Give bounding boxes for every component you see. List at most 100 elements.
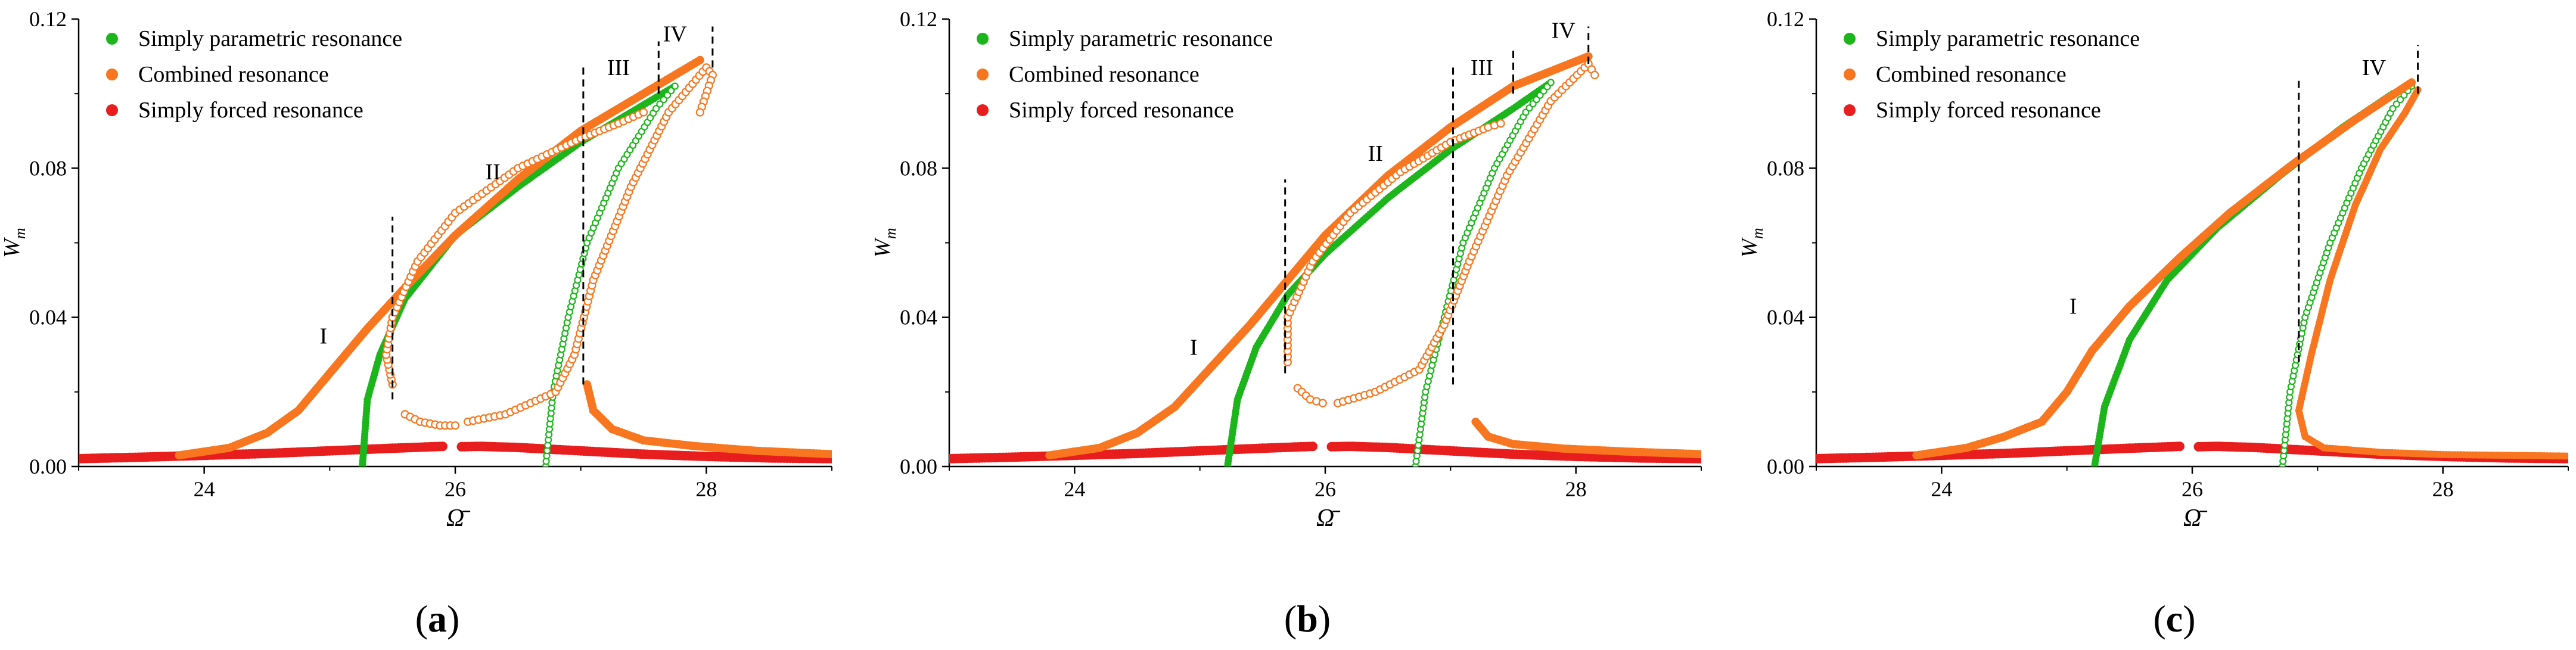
legend-marker	[106, 104, 118, 116]
legend-label: Simply forced resonance	[1009, 98, 1234, 123]
y-axis-label: Wm	[1737, 228, 1766, 257]
y-tick-label: 0.00	[1767, 455, 1804, 478]
plot-area	[949, 52, 1701, 466]
data-point	[656, 100, 664, 108]
legend-marker	[977, 69, 989, 80]
y-tick-label: 0.08	[900, 156, 937, 180]
region-label: II	[1368, 141, 1382, 166]
series-combined	[381, 108, 648, 389]
legend-label: Simply parametric resonance	[138, 26, 402, 51]
panel-b: 24 26 280.000.040.080.12WmΩ̄IIIIIIIVSimply…	[870, 7, 1702, 640]
series-combined	[2295, 86, 2568, 460]
data-point	[695, 55, 704, 64]
y-tick-label: 0.12	[1767, 7, 1804, 31]
series-combined	[1333, 59, 1599, 408]
series-combined	[1912, 78, 2416, 460]
y-axis-label: Wm	[0, 228, 29, 257]
legend: Simply parametric resonance Combined reso…	[977, 26, 1273, 123]
region-label: III	[607, 55, 630, 80]
series-combined	[1293, 384, 1327, 408]
series-parametric	[2279, 82, 2416, 466]
data-point	[1318, 399, 1327, 408]
series-combined	[1283, 119, 1505, 366]
region-label: II	[486, 160, 501, 185]
plot-area	[1816, 78, 2568, 466]
legend-marker	[977, 104, 989, 116]
region-label: IV	[1552, 18, 1576, 43]
region-label: I	[2069, 294, 2077, 319]
panel-label: (a)	[415, 598, 460, 640]
panel-label: (c)	[2153, 598, 2195, 640]
region-label: III	[1471, 55, 1493, 80]
y-axis-label: Wm	[870, 228, 899, 257]
y-tick-label: 0.04	[900, 306, 937, 329]
y-tick-label: 0.04	[29, 306, 67, 329]
legend-marker	[1844, 33, 1856, 45]
series-combined	[583, 380, 832, 459]
legend-label: Simply forced resonance	[1876, 98, 2101, 123]
series-parametric	[1223, 79, 1555, 466]
data-point	[450, 421, 460, 430]
data-point	[1496, 119, 1505, 128]
series-combined	[400, 410, 460, 430]
x-tick-label: 28	[1565, 477, 1587, 501]
y-tick-label: 0.00	[900, 455, 937, 478]
series-parametric	[1412, 79, 1555, 466]
region-label: I	[319, 324, 327, 349]
panel-label: (b)	[1284, 598, 1331, 640]
x-tick-label: 24	[194, 477, 215, 501]
panel-a: 24 26 280.000.040.080.12WmΩ̄IIIIIIIVSimply…	[0, 7, 832, 640]
series-combined	[1045, 52, 1593, 460]
region-label: IV	[2362, 55, 2387, 80]
data-point	[1584, 52, 1593, 61]
legend-label: Simply parametric resonance	[1876, 26, 2140, 51]
legend-label: Simply parametric resonance	[1009, 26, 1273, 51]
y-tick-label: 0.08	[1767, 156, 1804, 180]
data-point	[2565, 452, 2568, 460]
data-point	[671, 82, 679, 90]
x-axis-label: Ω̄	[1316, 505, 1341, 532]
legend-label: Simply forced resonance	[138, 98, 363, 123]
y-tick-label: 0.12	[900, 7, 937, 31]
x-tick-label: 24	[1931, 477, 1952, 501]
region-label: I	[1190, 335, 1198, 360]
region-label: IV	[663, 22, 688, 47]
data-point	[1590, 70, 1599, 80]
data-point	[828, 450, 832, 459]
legend-label: Combined resonance	[138, 62, 329, 87]
x-tick-label: 26	[2182, 477, 2203, 501]
x-axis-label: Ω̄	[2183, 505, 2208, 532]
data-point	[1547, 79, 1555, 86]
legend-marker	[106, 33, 118, 45]
x-tick-label: 26	[1315, 477, 1336, 501]
data-point	[2389, 105, 2397, 113]
data-point	[2392, 100, 2400, 108]
x-tick-label: 24	[1064, 477, 1085, 501]
series-combined	[1471, 417, 1701, 459]
x-tick-label: 28	[695, 477, 717, 501]
data-point	[2407, 78, 2416, 87]
data-point	[652, 105, 660, 113]
legend-label: Combined resonance	[1876, 62, 2067, 87]
plot-area	[79, 55, 832, 466]
legend-marker	[1844, 104, 1856, 116]
legend: Simply parametric resonance Combined reso…	[106, 26, 402, 123]
data-point	[660, 96, 667, 104]
data-point	[663, 91, 672, 99]
data-point	[695, 108, 704, 117]
x-tick-label: 26	[445, 477, 466, 501]
series-parametric	[542, 82, 679, 466]
x-axis-label: Ω̄	[446, 505, 471, 532]
y-tick-label: 0.00	[29, 455, 67, 478]
data-point	[2397, 96, 2404, 104]
series-combined	[463, 63, 717, 427]
data-point	[639, 108, 648, 117]
data-point	[437, 441, 448, 452]
series-parametric	[2090, 82, 2416, 466]
x-tick-label: 28	[2432, 477, 2454, 501]
series-forced	[949, 441, 1701, 464]
legend-marker	[977, 33, 989, 45]
legend-marker	[1844, 69, 1856, 80]
legend: Simply parametric resonance Combined reso…	[1844, 26, 2140, 123]
